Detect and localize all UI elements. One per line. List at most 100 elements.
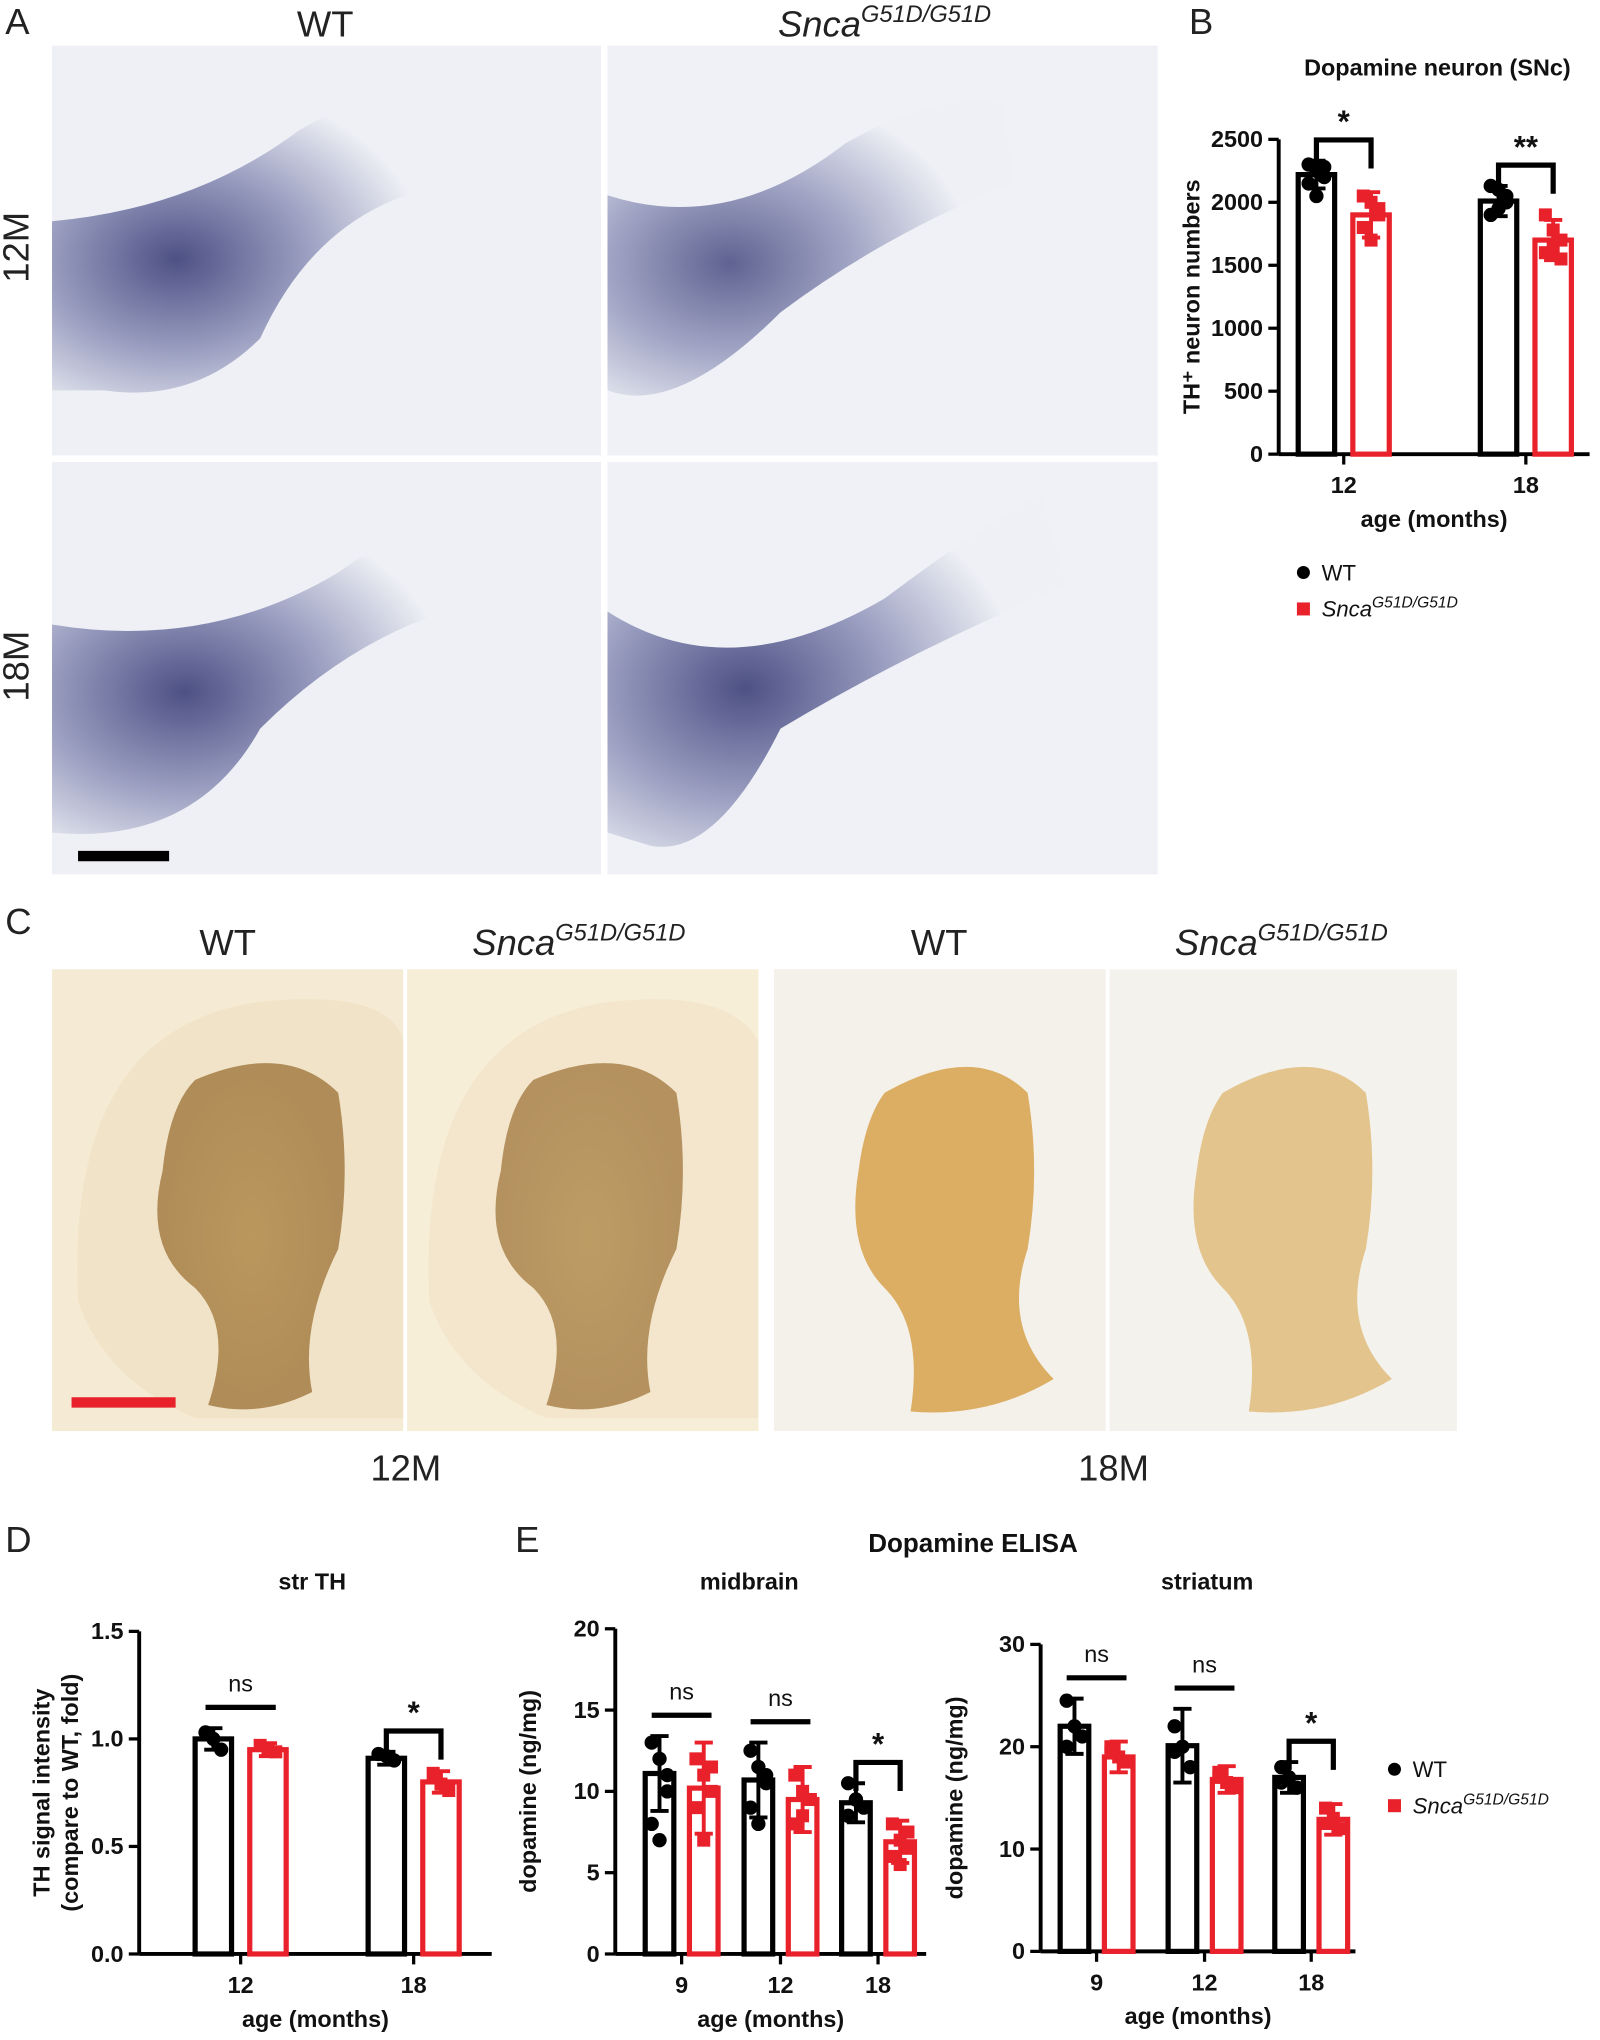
x-tick-label: 9 xyxy=(675,1972,688,1998)
comparison-bracket xyxy=(853,1759,903,1792)
bar xyxy=(1350,212,1392,457)
data-point xyxy=(885,1817,899,1831)
data-point xyxy=(206,1731,221,1747)
data-point xyxy=(848,1792,864,1807)
panel-letter: E xyxy=(515,1519,539,1560)
bar xyxy=(1532,237,1574,457)
y-tick-label: 500 xyxy=(1224,378,1263,404)
data-point xyxy=(901,1841,915,1855)
column-label: WT xyxy=(911,922,968,963)
bar xyxy=(1272,1774,1307,1954)
x-tick-label: 12 xyxy=(1331,472,1357,498)
data-point xyxy=(751,1816,766,1832)
data-point xyxy=(1059,1693,1074,1708)
panel-letter: D xyxy=(5,1519,31,1560)
y-tick-label: 0 xyxy=(1250,441,1263,467)
data-point xyxy=(796,1809,810,1823)
data-point xyxy=(1227,1781,1241,1795)
data-point xyxy=(1364,233,1378,247)
y-axis-label: (compare to WT, fold) xyxy=(57,1674,83,1912)
data-point xyxy=(1274,1775,1289,1790)
row-label: 12M xyxy=(0,212,37,283)
data-point xyxy=(840,1776,856,1791)
data-point xyxy=(1183,1760,1198,1775)
data-point xyxy=(1120,1755,1134,1769)
bar xyxy=(1316,1816,1351,1954)
legend-name: WT xyxy=(1322,560,1356,585)
x-tick-label: 12 xyxy=(228,1972,254,1998)
significance-label: ns xyxy=(1192,1651,1217,1677)
legend-superscript: G51D/G51D xyxy=(1372,595,1458,612)
legend-entry: SncaG51D/G51D xyxy=(1413,1791,1549,1818)
data-point xyxy=(788,1768,802,1782)
data-point xyxy=(660,1784,675,1799)
data-point xyxy=(644,1735,659,1750)
legend-entry: WT xyxy=(1322,560,1356,585)
bar xyxy=(1057,1723,1092,1954)
data-point xyxy=(1317,159,1332,175)
data-point xyxy=(1372,202,1386,216)
y-tick-label: 5 xyxy=(587,1859,600,1885)
data-point xyxy=(1167,1744,1182,1759)
y-axis-label: dopamine (ng/mg) xyxy=(942,1696,968,1899)
y-tick-label: 30 xyxy=(999,1631,1025,1657)
y-tick-label: 0.0 xyxy=(91,1941,124,1967)
data-point xyxy=(901,1825,915,1839)
y-axis-label: dopamine (ng/mg) xyxy=(515,1690,541,1893)
data-point xyxy=(213,1742,229,1757)
x-axis-label: age (months) xyxy=(242,2006,389,2032)
data-point xyxy=(386,1753,402,1768)
data-point xyxy=(1274,1760,1289,1775)
data-point xyxy=(697,1833,711,1847)
data-point xyxy=(426,1766,440,1780)
bar xyxy=(365,1755,408,1957)
x-axis-label: age (months) xyxy=(1125,2003,1272,2029)
legend-marker xyxy=(1387,1762,1401,1776)
age-label: 12M xyxy=(370,1447,441,1488)
gene-name: Snca xyxy=(778,4,861,45)
bar xyxy=(1209,1776,1244,1954)
data-point xyxy=(1212,1770,1226,1784)
x-tick-label: 9 xyxy=(1090,1969,1103,1995)
y-tick-label: 10 xyxy=(574,1778,600,1804)
bar xyxy=(192,1736,235,1957)
bar xyxy=(1101,1754,1136,1954)
comparison-bracket xyxy=(1286,1738,1336,1770)
column-label: SncaG51D/G51D xyxy=(1175,920,1388,963)
y-tick-label: 20 xyxy=(999,1734,1025,1760)
x-tick-label: 12 xyxy=(1192,1969,1218,1995)
data-point xyxy=(1319,1816,1333,1830)
data-point xyxy=(840,1808,856,1823)
micrographs-c xyxy=(52,969,1457,1432)
legend-entry: SncaG51D/G51D xyxy=(1322,595,1458,622)
y-tick-label: 1.5 xyxy=(91,1618,124,1644)
x-axis-label: age (months) xyxy=(1361,506,1508,532)
significance-label: ns xyxy=(228,1671,253,1697)
data-point xyxy=(652,1751,667,1767)
panel-title: Dopamine ELISA xyxy=(868,1528,1078,1558)
data-point xyxy=(1319,1801,1333,1815)
data-point xyxy=(652,1833,667,1848)
significance-label: ns xyxy=(768,1685,793,1711)
x-tick-label: 18 xyxy=(1298,1969,1324,1995)
data-point xyxy=(1167,1719,1182,1734)
legend-name: Snca xyxy=(1413,1793,1463,1818)
y-tick-label: 1.0 xyxy=(91,1726,124,1752)
data-point xyxy=(705,1784,719,1798)
legend-marker xyxy=(1387,1799,1401,1813)
comparison-bracket xyxy=(383,1728,444,1760)
column-label: WT xyxy=(199,922,256,963)
y-tick-label: 15 xyxy=(574,1697,600,1723)
data-point xyxy=(689,1801,703,1815)
micrographs-a xyxy=(52,45,1158,875)
significance-label: * xyxy=(1338,104,1351,139)
data-point xyxy=(1075,1729,1090,1744)
y-tick-label: 10 xyxy=(999,1836,1025,1862)
legend-name: WT xyxy=(1413,1757,1447,1782)
gene-name: Snca xyxy=(472,922,555,963)
x-tick-label: 18 xyxy=(401,1972,427,1998)
data-point xyxy=(1059,1739,1074,1754)
y-axis-label: TH⁺ neuron numbers xyxy=(1178,179,1204,414)
data-point xyxy=(1289,1780,1305,1795)
